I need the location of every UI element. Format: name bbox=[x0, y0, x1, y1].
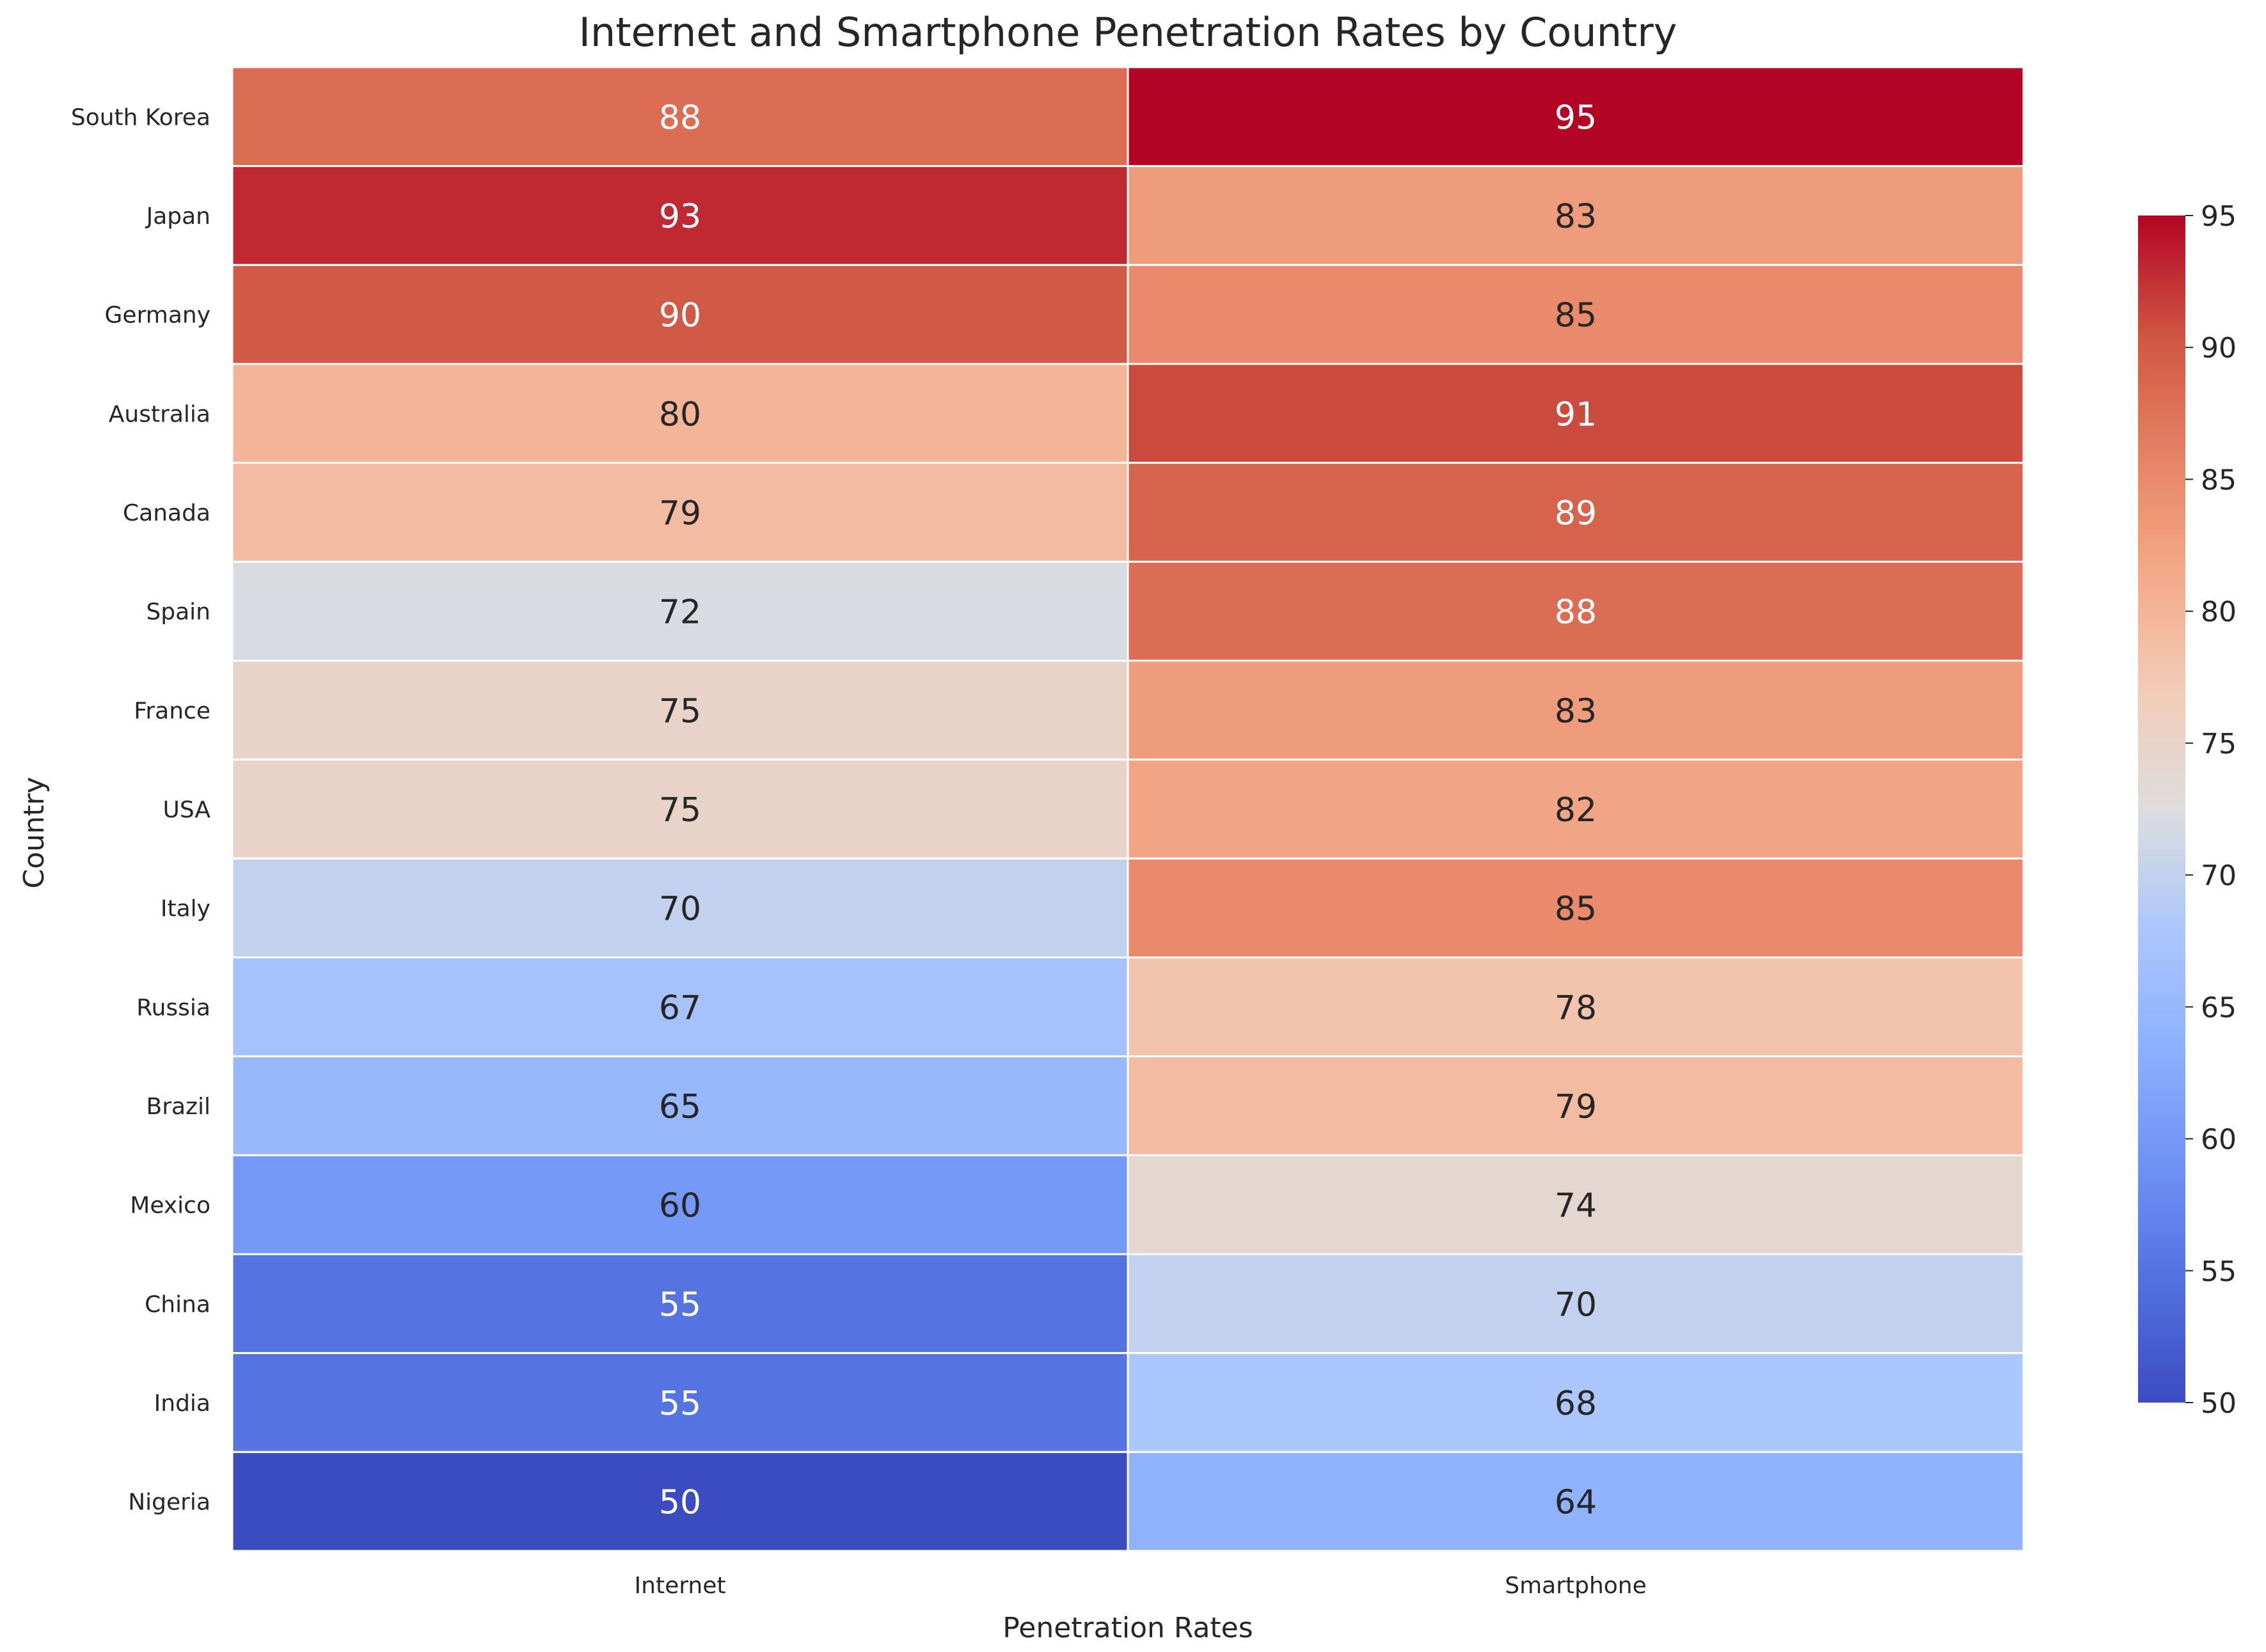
heatmap-cell-value: 83 bbox=[1555, 692, 1597, 730]
heatmap-cell bbox=[1127, 759, 2025, 860]
heatmap-cell-value: 83 bbox=[1555, 198, 1597, 236]
heatmap-cell bbox=[1127, 857, 2025, 959]
colorbar-tick-label: 65 bbox=[2201, 991, 2237, 1024]
heatmap-cell-value: 68 bbox=[1555, 1385, 1597, 1423]
heatmap-cell bbox=[231, 165, 1129, 266]
colorbar-tick-label: 90 bbox=[2201, 332, 2237, 365]
colorbar-tick-label: 60 bbox=[2201, 1124, 2237, 1156]
heatmap-cell-labels: 88 95 93 83 90 85 80 91 79 89 72 88 75 83 75 82 70 85 67 78… bbox=[659, 98, 1597, 1522]
row-tick-label: Australia bbox=[109, 401, 210, 427]
heatmap-cell-value: 89 bbox=[1555, 494, 1597, 533]
heatmap-cell bbox=[231, 264, 1129, 365]
colorbar-tick-label: 55 bbox=[2201, 1255, 2237, 1288]
colorbar-tick-label: 80 bbox=[2201, 596, 2237, 629]
row-tick-label: Spain bbox=[146, 599, 210, 625]
x-axis-label: Penetration Rates bbox=[1002, 1612, 1253, 1644]
heatmap-cell-value: 78 bbox=[1555, 989, 1597, 1027]
heatmap-cell bbox=[1127, 363, 2025, 464]
row-tick-label: Mexico bbox=[130, 1193, 210, 1219]
heatmap-cell-value: 75 bbox=[659, 692, 701, 730]
colorbar-tick-label: 75 bbox=[2201, 728, 2237, 760]
heatmap-cell bbox=[231, 66, 1129, 168]
heatmap-cell bbox=[1127, 560, 2025, 662]
heatmap-cell bbox=[231, 1451, 1129, 1552]
heatmap-cell bbox=[1127, 462, 2025, 563]
heatmap-cell-value: 70 bbox=[1555, 1286, 1597, 1324]
heatmap-cell bbox=[1127, 1352, 2025, 1453]
heatmap-cell bbox=[231, 956, 1129, 1058]
heatmap-cell-value: 50 bbox=[659, 1484, 701, 1522]
heatmap-cell-value: 95 bbox=[1555, 98, 1597, 137]
column-tick-label: Smartphone bbox=[1505, 1573, 1647, 1599]
y-axis-label: Country bbox=[18, 777, 51, 889]
heatmap-cell bbox=[1127, 956, 2025, 1058]
heatmap-cell-value: 64 bbox=[1555, 1484, 1597, 1522]
row-tick-label: Nigeria bbox=[128, 1490, 210, 1516]
colorbar-tick-label: 70 bbox=[2201, 860, 2237, 892]
row-tick-label: Russia bbox=[136, 995, 210, 1021]
chart-title: Internet and Smartphone Penetration Rate… bbox=[579, 9, 1677, 56]
heatmap-cell-value: 60 bbox=[659, 1187, 701, 1225]
heatmap-cell-value: 88 bbox=[659, 98, 701, 137]
column-tick-label: Internet bbox=[635, 1573, 726, 1599]
heatmap-cell bbox=[1127, 165, 2025, 266]
colorbar-gradient bbox=[2138, 216, 2185, 1403]
heatmap-cell-value: 72 bbox=[659, 594, 701, 632]
row-tick-label: Germany bbox=[105, 303, 210, 329]
heatmap-cell bbox=[231, 1154, 1129, 1255]
row-tick-label: Canada bbox=[123, 500, 210, 526]
heatmap-cell-value: 82 bbox=[1555, 791, 1597, 830]
column-tick-labels: Internet Smartphone bbox=[635, 1573, 1647, 1599]
row-tick-label: Brazil bbox=[147, 1094, 210, 1120]
heatmap-cell-value: 65 bbox=[659, 1088, 701, 1126]
heatmap-cell-value: 55 bbox=[659, 1385, 701, 1423]
row-tick-label: USA bbox=[163, 797, 211, 823]
heatmap-cell bbox=[1127, 1253, 2025, 1355]
heatmap-cell-value: 79 bbox=[1555, 1088, 1597, 1126]
heatmap-cell bbox=[1127, 1154, 2025, 1255]
heatmap-cell-value: 93 bbox=[659, 198, 701, 236]
heatmap-cell bbox=[231, 1055, 1129, 1156]
heatmap-cell-value: 67 bbox=[659, 989, 701, 1027]
colorbar-tick-label: 95 bbox=[2201, 200, 2237, 233]
heatmap-cell-value: 74 bbox=[1555, 1187, 1597, 1225]
heatmap-cell bbox=[231, 659, 1129, 761]
row-tick-label: South Korea bbox=[71, 104, 210, 130]
row-tick-label: France bbox=[134, 698, 210, 724]
heatmap-cell bbox=[231, 1253, 1129, 1355]
heatmap-cell-value: 80 bbox=[659, 395, 701, 434]
heatmap-cells bbox=[231, 66, 2025, 1552]
heatmap-cell bbox=[231, 1352, 1129, 1453]
heatmap-cell bbox=[1127, 66, 2025, 168]
heatmap-cell bbox=[1127, 1451, 2025, 1552]
colorbar: 50 55 60 65 70 75 80 85 90 95 bbox=[2138, 200, 2237, 1420]
heatmap-cell-value: 90 bbox=[659, 297, 701, 335]
heatmap-cell-value: 70 bbox=[659, 890, 701, 929]
row-tick-label: China bbox=[145, 1291, 210, 1318]
heatmap-cell bbox=[231, 857, 1129, 959]
heatmap-cell bbox=[1127, 264, 2025, 365]
heatmap-cell-value: 85 bbox=[1555, 297, 1597, 335]
heatmap-cell-value: 55 bbox=[659, 1286, 701, 1324]
heatmap-cell-value: 75 bbox=[659, 791, 701, 830]
heatmap-cell bbox=[1127, 659, 2025, 761]
row-tick-label: Italy bbox=[161, 896, 210, 922]
heatmap-cell bbox=[231, 759, 1129, 860]
heatmap-cell-value: 88 bbox=[1555, 594, 1597, 632]
heatmap-cell-value: 91 bbox=[1555, 395, 1597, 434]
row-tick-label: Japan bbox=[145, 203, 210, 230]
colorbar-tick-label: 85 bbox=[2201, 464, 2237, 496]
row-tick-labels: South Korea Japan Germany Australia Canada Sp… bbox=[71, 104, 211, 1515]
heatmap-cell-value: 79 bbox=[659, 494, 701, 533]
heatmap-cell bbox=[1127, 1055, 2025, 1156]
colorbar-tick-label: 50 bbox=[2201, 1387, 2237, 1420]
heatmap-cell-value: 85 bbox=[1555, 890, 1597, 929]
row-tick-label: India bbox=[154, 1390, 210, 1417]
